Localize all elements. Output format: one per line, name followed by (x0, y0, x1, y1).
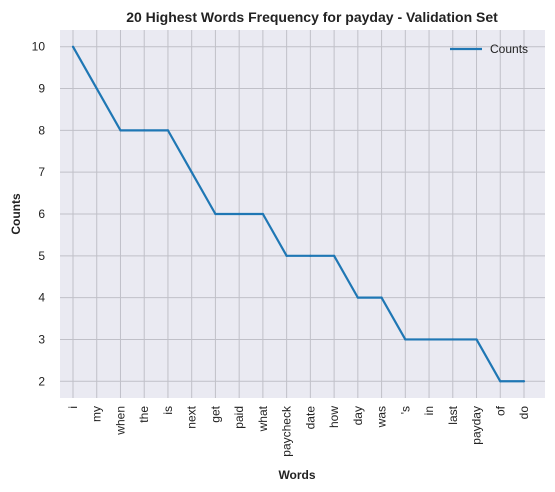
y-tick-label: 8 (38, 123, 45, 137)
y-tick-label: 6 (38, 207, 45, 221)
grid-lines (60, 30, 545, 398)
x-tick-label: 's (398, 406, 412, 414)
x-tick-label: in (422, 406, 436, 415)
data-point (309, 254, 312, 257)
x-tick-label: what (256, 405, 270, 432)
data-point (380, 296, 383, 299)
x-tick-label: how (327, 406, 341, 428)
x-tick-label: of (493, 405, 507, 416)
x-tick-label: my (90, 406, 104, 422)
legend: Counts (450, 42, 528, 56)
x-tick-label: next (185, 405, 199, 428)
y-tick-label: 2 (38, 374, 45, 388)
data-point (238, 212, 241, 216)
series-points (71, 45, 526, 383)
y-tick-label: 3 (38, 332, 45, 346)
x-tick-label: is (161, 406, 175, 415)
y-tick-label: 5 (38, 249, 45, 263)
chart-title: 20 Highest Words Frequency for payday - … (126, 9, 498, 25)
data-point (214, 212, 217, 216)
data-point (143, 129, 146, 132)
y-tick-label: 4 (38, 291, 45, 305)
x-tick-label: the (137, 406, 151, 423)
x-tick-label: get (208, 405, 222, 422)
x-axis-label: Words (278, 468, 315, 482)
x-tick-label: i (66, 406, 80, 409)
data-point (427, 338, 431, 341)
x-tick-labels: i my when the is next get paid what paycheck date h… (66, 405, 531, 457)
x-tick-label: payday (470, 406, 484, 445)
legend-label-counts: Counts (490, 42, 528, 56)
x-tick-label: do (517, 406, 531, 420)
x-tick-label: paid (232, 406, 246, 429)
x-tick-label: was (375, 406, 389, 428)
y-tick-label: 10 (32, 40, 46, 54)
data-point (522, 380, 526, 383)
data-point (166, 129, 170, 132)
data-point (356, 296, 359, 299)
data-point (404, 338, 407, 341)
x-tick-label: day (351, 406, 365, 425)
y-tick-labels: 2 3 4 5 6 7 8 9 10 (32, 40, 46, 389)
data-point (285, 254, 288, 257)
data-point (451, 338, 454, 341)
y-tick-label: 7 (38, 165, 45, 179)
x-tick-label: when (113, 406, 127, 436)
y-tick-label: 9 (38, 82, 45, 96)
data-point (333, 254, 336, 257)
x-tick-label: last (446, 405, 460, 424)
y-axis-label: Counts (9, 193, 23, 235)
data-point (95, 87, 98, 90)
series-line-counts (72, 46, 524, 383)
data-point (499, 380, 502, 383)
data-point (119, 129, 122, 132)
x-tick-label: date (303, 406, 317, 430)
data-point (190, 171, 193, 174)
data-point (261, 212, 264, 216)
x-tick-label: paycheck (280, 405, 294, 457)
data-point (71, 45, 75, 48)
data-point (475, 338, 478, 341)
